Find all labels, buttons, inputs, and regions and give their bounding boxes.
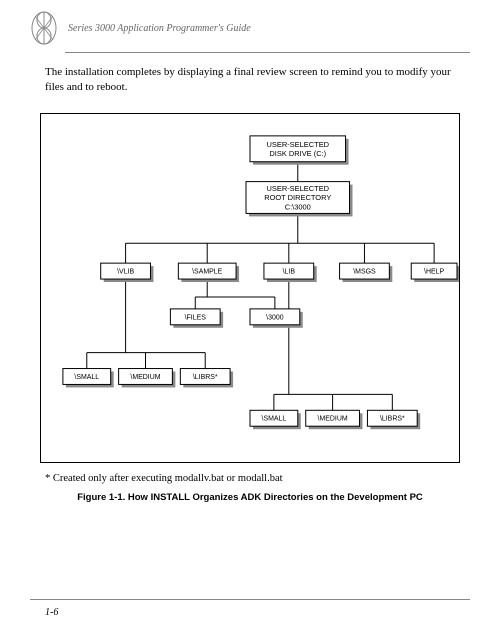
svg-text:\LIBRS*: \LIBRS* xyxy=(380,415,405,422)
footer-rule xyxy=(30,599,470,600)
diagram-frame: USER-SELECTEDDISK DRIVE (C:)USER-SELECTE… xyxy=(40,113,460,463)
footnote: * Created only after executing modallv.b… xyxy=(0,473,500,484)
svg-text:\SAMPLE: \SAMPLE xyxy=(192,268,223,275)
figure-caption: Figure 1-1. How INSTALL Organizes ADK Di… xyxy=(0,492,500,503)
header-title: Series 3000 Application Programmer's Gui… xyxy=(68,23,251,34)
svg-text:\VLIB: \VLIB xyxy=(117,268,134,275)
svg-text:\MSGS: \MSGS xyxy=(353,268,376,275)
svg-text:\3000: \3000 xyxy=(266,314,284,321)
body-text: The installation completes by displaying… xyxy=(0,65,500,95)
svg-text:DISK DRIVE (C:): DISK DRIVE (C:) xyxy=(269,149,326,158)
svg-text:USER-SELECTED: USER-SELECTED xyxy=(266,183,329,192)
svg-text:\LIBRS*: \LIBRS* xyxy=(193,374,218,381)
svg-text:\SMALL: \SMALL xyxy=(262,415,287,422)
svg-text:\HELP: \HELP xyxy=(424,268,444,275)
svg-text:\FILES: \FILES xyxy=(185,314,207,321)
svg-text:USER-SELECTED: USER-SELECTED xyxy=(266,140,329,149)
tree-diagram: USER-SELECTEDDISK DRIVE (C:)USER-SELECTE… xyxy=(41,114,459,462)
svg-text:ROOT DIRECTORY: ROOT DIRECTORY xyxy=(264,193,331,202)
logo-icon xyxy=(30,10,58,46)
header-rule xyxy=(65,52,470,53)
svg-text:\LIB: \LIB xyxy=(283,268,296,275)
svg-text:\SMALL: \SMALL xyxy=(74,374,99,381)
svg-text:\MEDIUM: \MEDIUM xyxy=(130,374,160,381)
svg-text:C:\3000: C:\3000 xyxy=(285,202,311,211)
page-number: 1-6 xyxy=(45,607,58,618)
header: Series 3000 Application Programmer's Gui… xyxy=(0,0,500,52)
svg-text:\MEDIUM: \MEDIUM xyxy=(318,415,348,422)
